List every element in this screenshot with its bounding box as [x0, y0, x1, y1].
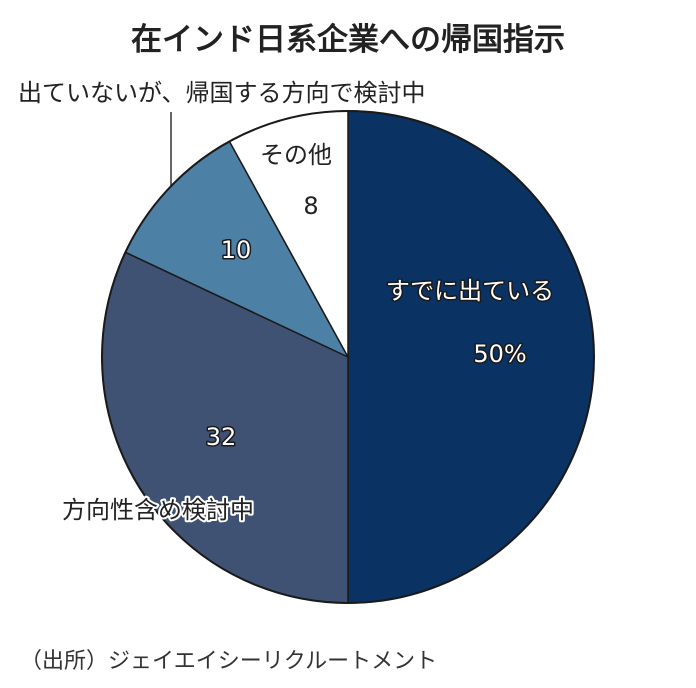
- slice-label-other: その他: [260, 141, 332, 169]
- pie-outline: [101, 110, 595, 604]
- slice-value-considering: 32: [206, 423, 237, 451]
- slice-value-planning-return: 10: [221, 236, 252, 264]
- slice-label-considering: 方向性含め検討中: [62, 496, 254, 524]
- slice-value-other: 8: [303, 192, 318, 220]
- slice-label-already-out: すでに出ている: [386, 277, 554, 305]
- chart-title: 在インド日系企業への帰国指示: [131, 22, 565, 58]
- source-note: （出所）ジェイエイシーリクルートメント: [20, 649, 438, 674]
- slice-already-out: [347, 110, 595, 604]
- slice-label-planning-return: 出ていないが、帰国する方向で検討中: [18, 79, 426, 107]
- slice-value-already-out: 50%: [473, 340, 526, 368]
